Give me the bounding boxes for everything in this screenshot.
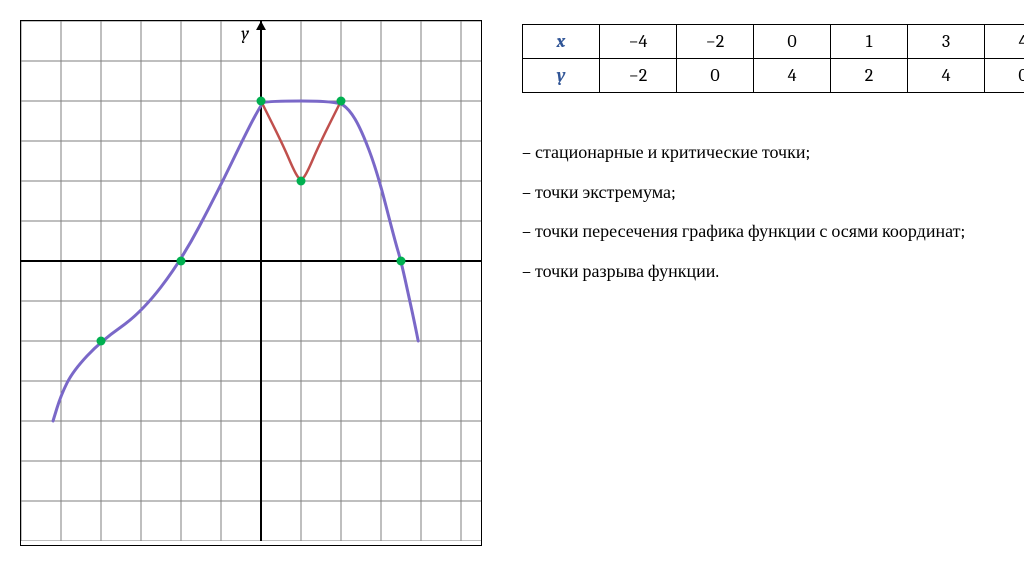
table-row-x: x −4 −2 0 1 3 4 bbox=[523, 25, 1024, 59]
note-item: – стационарные и критические точки; bbox=[522, 133, 1024, 173]
table-cell: 0 bbox=[754, 25, 831, 59]
table-header-y: y bbox=[523, 59, 600, 93]
table-cell: 3 bbox=[908, 25, 985, 59]
note-item: – точки экстремума; bbox=[522, 173, 1024, 213]
table-cell: 1 bbox=[831, 25, 908, 59]
table-cell: 0 bbox=[677, 59, 754, 93]
table-cell: 2 bbox=[831, 59, 908, 93]
table-header-x: x bbox=[523, 25, 600, 59]
svg-text:y: y bbox=[241, 23, 249, 44]
table-cell: 0 bbox=[985, 59, 1024, 93]
table-cell: −4 bbox=[600, 25, 677, 59]
note-item: – точки разрыва функции. bbox=[522, 252, 1024, 292]
table-cell: 4 bbox=[908, 59, 985, 93]
chart-container: xy bbox=[20, 20, 482, 546]
notes-list: – стационарные и критические точки; – то… bbox=[522, 133, 1024, 291]
xy-table: x −4 −2 0 1 3 4 y −2 0 4 2 4 0 bbox=[522, 24, 1024, 93]
table-cell: −2 bbox=[677, 25, 754, 59]
table-cell: 4 bbox=[754, 59, 831, 93]
note-item: – точки пересечения графика функции с ос… bbox=[522, 212, 1024, 252]
table-cell: −2 bbox=[600, 59, 677, 93]
table-row-y: y −2 0 4 2 4 0 bbox=[523, 59, 1024, 93]
table-cell: 4 bbox=[985, 25, 1024, 59]
function-chart: xy bbox=[21, 21, 481, 541]
